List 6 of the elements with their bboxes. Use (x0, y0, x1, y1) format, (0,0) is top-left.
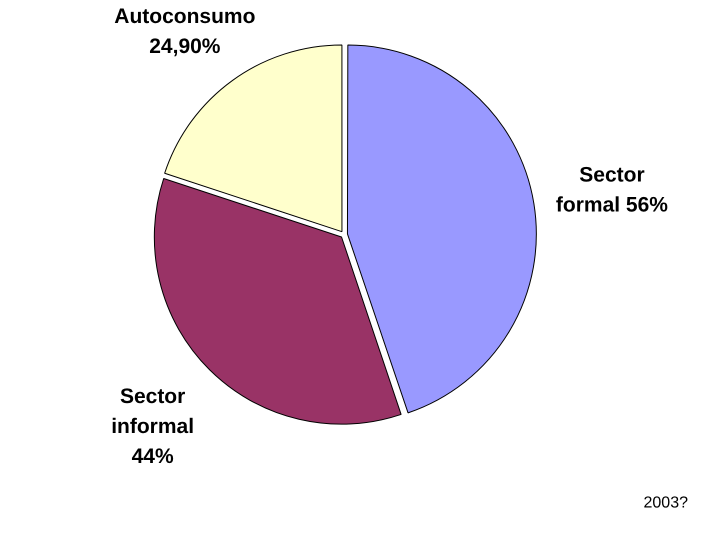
data-label: 44% (132, 444, 174, 468)
slice-label: Sector formal 56% (556, 163, 668, 216)
slice-label: Autoconsumo (114, 4, 256, 28)
data-label: 24,90% (149, 34, 221, 58)
slice-label: Sector informal (111, 384, 194, 438)
text: 2003? (644, 494, 688, 512)
